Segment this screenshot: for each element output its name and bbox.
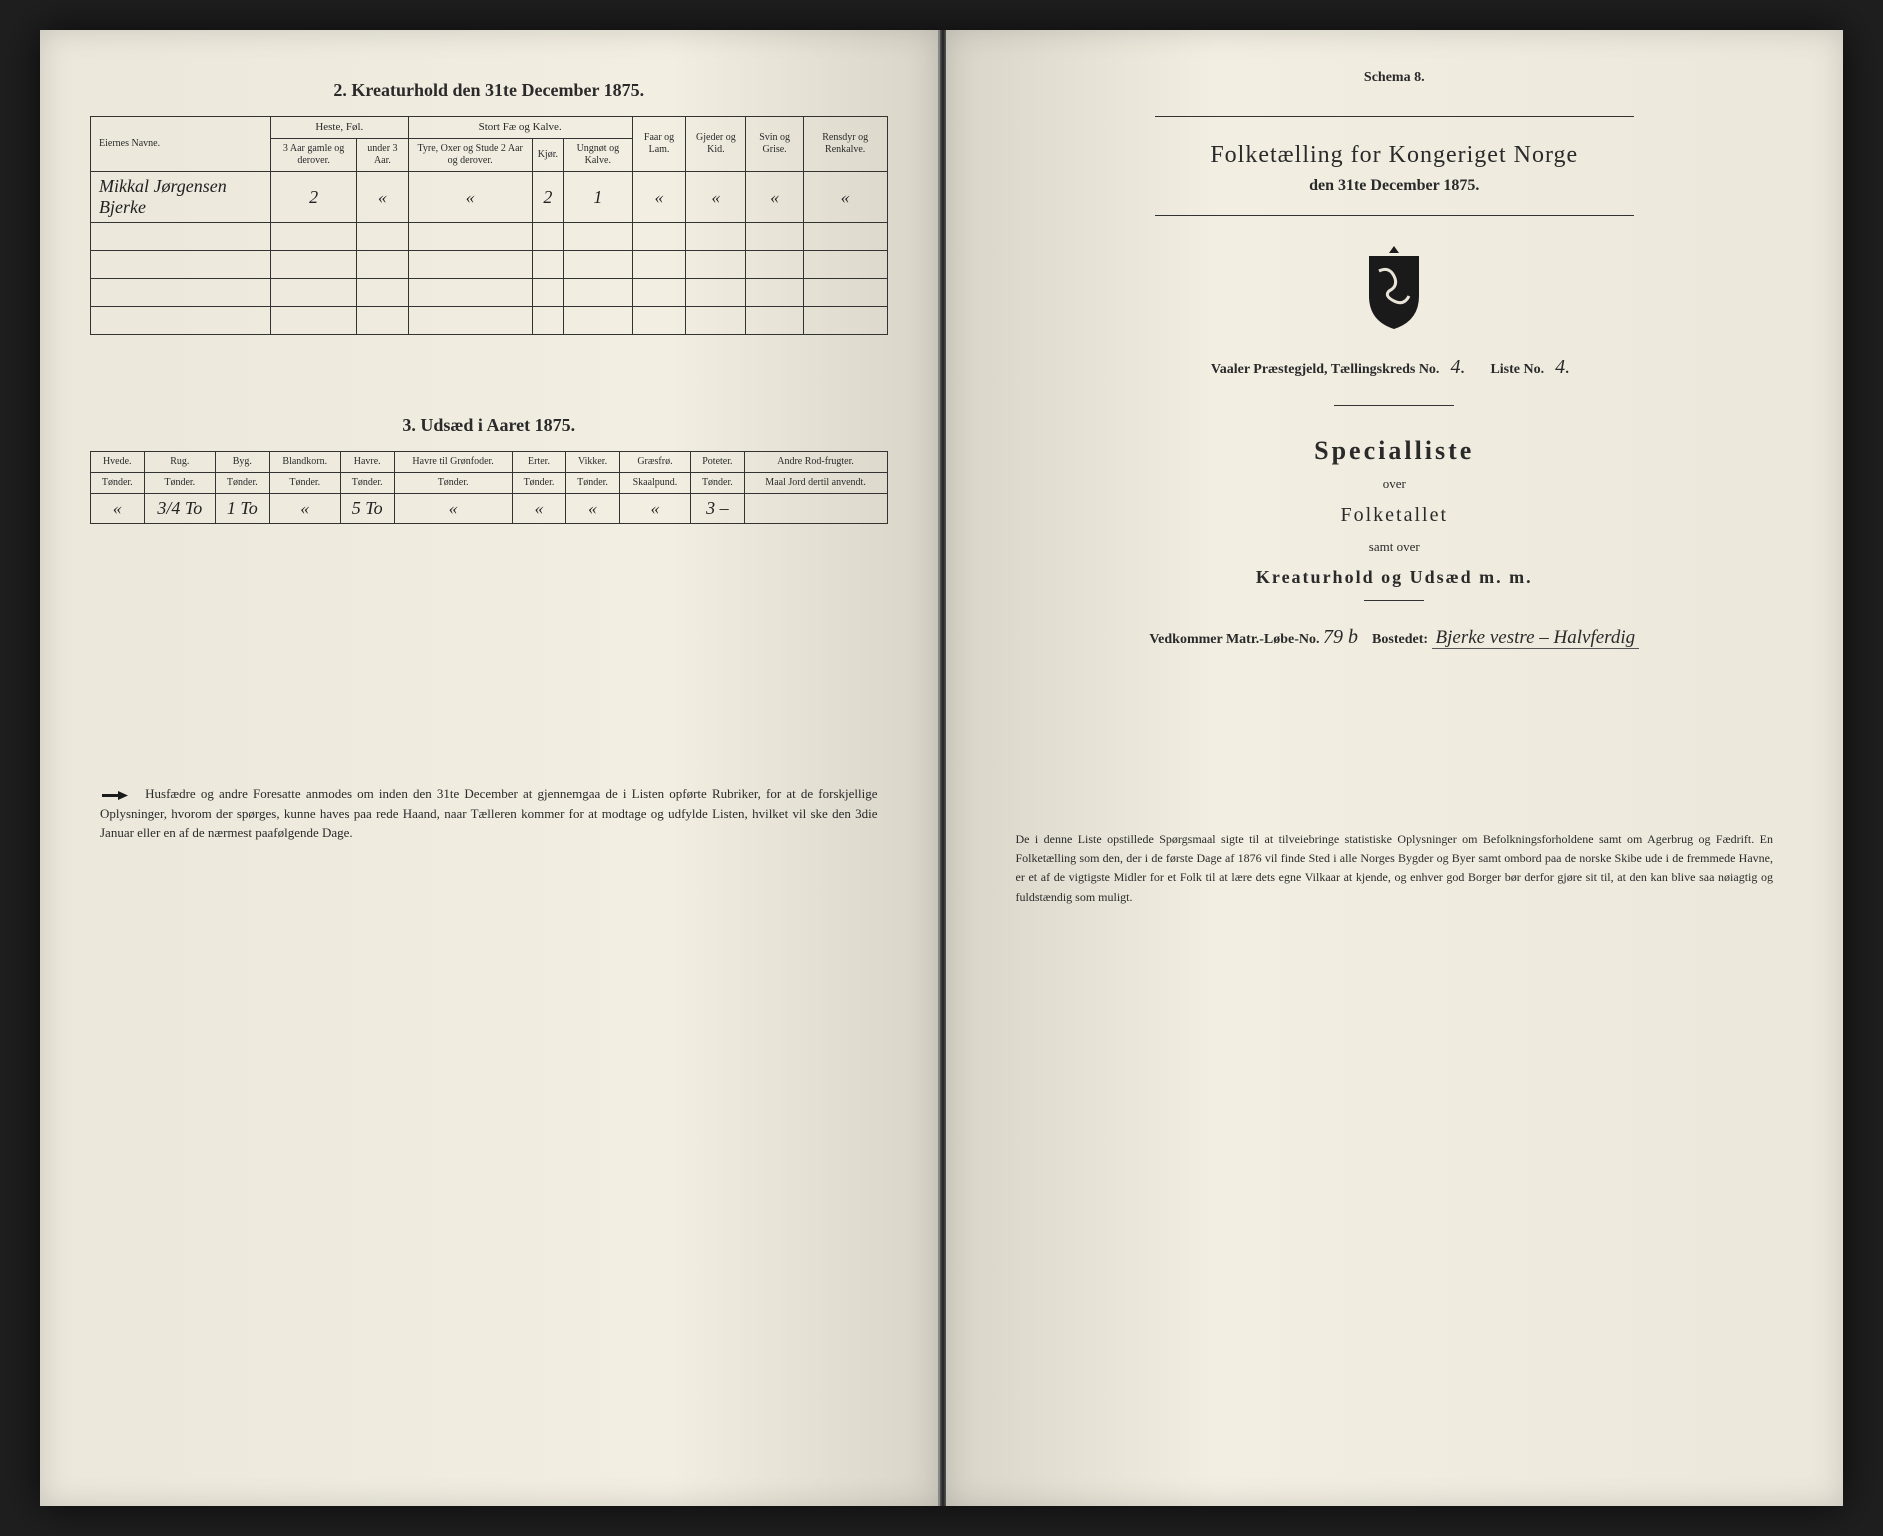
col-poteter: Poteter. [691, 452, 745, 473]
bostedet-value: Bjerke vestre – Halvferdig [1432, 627, 1640, 649]
unit: Tønder. [691, 473, 745, 494]
section2-title: 2. Kreaturhold den 31te December 1875. [90, 80, 888, 101]
census-subtitle: den 31te December 1875. [996, 177, 1794, 195]
col-vikker: Vikker. [566, 452, 620, 473]
cell: « [566, 494, 620, 524]
cell [744, 494, 887, 524]
col-andre: Andre Rod-frugter. [744, 452, 887, 473]
title-rule-bottom [1155, 215, 1634, 216]
livestock-table: Eiernes Navne. Heste, Føl. Stort Fæ og K… [90, 116, 888, 335]
footer-text: Husfædre og andre Foresatte anmodes om i… [100, 786, 878, 840]
unit: Tønder. [91, 473, 145, 494]
cell: 2 [532, 172, 563, 223]
unit: Tønder. [394, 473, 512, 494]
col-kveg-b: Kjør. [532, 139, 563, 172]
schema-label: Schema 8. [996, 70, 1794, 86]
col-havre: Havre. [340, 452, 394, 473]
col-blandkorn: Blandkorn. [269, 452, 340, 473]
divider-tiny [1364, 600, 1424, 601]
table-row-empty [91, 251, 888, 279]
parish-label: Vaaler Præstegjeld, Tællingskreds No. [1211, 362, 1440, 377]
table-row-empty [91, 223, 888, 251]
unit: Maal Jord dertil anvendt. [744, 473, 887, 494]
col-graesfro: Græsfrø. [619, 452, 690, 473]
col-havre-gron: Havre til Grønfoder. [394, 452, 512, 473]
matr-no: 79 b [1323, 626, 1358, 650]
cell: « [803, 172, 887, 223]
col-eier: Eiernes Navne. [91, 117, 271, 172]
cell: « [512, 494, 566, 524]
cell: « [91, 494, 145, 524]
left-footer-note: Husfædre og andre Foresatte anmodes om i… [90, 784, 888, 843]
table-row: « 3/4 To 1 To « 5 To « « « « 3 – [91, 494, 888, 524]
folketallet-heading: Folketallet [996, 504, 1794, 527]
census-title: Folketælling for Kongeriget Norge [996, 142, 1794, 169]
unit: Tønder. [512, 473, 566, 494]
col-erter: Erter. [512, 452, 566, 473]
right-page: Schema 8. Folketælling for Kongeriget No… [946, 30, 1844, 1506]
col-faar: Faar og Lam. [632, 117, 686, 172]
col-kveg-a: Tyre, Oxer og Stude 2 Aar og derover. [408, 139, 532, 172]
matr-label: Vedkommer Matr.-Løbe-No. [1149, 632, 1319, 647]
col-rensdyr: Rensdyr og Renkalve. [803, 117, 887, 172]
cell: 1 [563, 172, 632, 223]
right-footer-note: De i denne Liste opstillede Spørgsmaal s… [996, 830, 1794, 907]
col-svin: Svin og Grise. [746, 117, 803, 172]
table-row-empty [91, 279, 888, 307]
unit: Tønder. [216, 473, 270, 494]
parish-line: Vaaler Præstegjeld, Tællingskreds No. 4.… [996, 356, 1794, 380]
over-text: over [996, 476, 1794, 492]
cell: « [746, 172, 803, 223]
col-hvede: Hvede. [91, 452, 145, 473]
bostedet-label: Bostedet: [1372, 632, 1428, 647]
left-page: 2. Kreaturhold den 31te December 1875. E… [40, 30, 940, 1506]
col-rug: Rug. [144, 452, 216, 473]
matr-line: Vedkommer Matr.-Løbe-No. 79 b Bostedet: … [996, 626, 1794, 650]
table-row: Mikkal Jørgensen Bjerke 2 « « 2 1 « « « … [91, 172, 888, 223]
kreatur-line: Kreaturhold og Udsæd m. m. [996, 567, 1794, 588]
cell-eier: Mikkal Jørgensen Bjerke [91, 172, 271, 223]
unit: Tønder. [144, 473, 216, 494]
table-row-empty [91, 307, 888, 335]
coat-of-arms-icon [1359, 241, 1429, 331]
section3-title: 3. Udsæd i Aaret 1875. [90, 415, 888, 436]
col-byg: Byg. [216, 452, 270, 473]
cell: « [686, 172, 746, 223]
cell: 5 To [340, 494, 394, 524]
unit: Skaalpund. [619, 473, 690, 494]
cell: 3 – [691, 494, 745, 524]
cell: « [408, 172, 532, 223]
kreds-no: 4. [1443, 356, 1473, 380]
cell: « [394, 494, 512, 524]
cell: « [619, 494, 690, 524]
cell: « [357, 172, 408, 223]
divider [1334, 405, 1454, 406]
cell: 1 To [216, 494, 270, 524]
col-heste-a: 3 Aar gamle og derover. [271, 139, 357, 172]
liste-no: 4. [1548, 356, 1578, 380]
unit: Tønder. [566, 473, 620, 494]
pointing-hand-icon [100, 788, 130, 803]
col-gjeder: Gjeder og Kid. [686, 117, 746, 172]
col-group-heste: Heste, Føl. [271, 117, 409, 139]
samt-over-text: samt over [996, 539, 1794, 555]
col-heste-b: under 3 Aar. [357, 139, 408, 172]
cell: « [632, 172, 686, 223]
seed-table: Hvede. Rug. Byg. Blandkorn. Havre. Havre… [90, 451, 888, 524]
unit: Tønder. [340, 473, 394, 494]
cell: 2 [271, 172, 357, 223]
specialliste-heading: Specialliste [996, 436, 1794, 466]
liste-label: Liste No. [1490, 362, 1544, 377]
cell: « [269, 494, 340, 524]
title-rule-top [1155, 116, 1634, 117]
cell: 3/4 To [144, 494, 216, 524]
unit: Tønder. [269, 473, 340, 494]
col-kveg-c: Ungnøt og Kalve. [563, 139, 632, 172]
col-group-kveg: Stort Fæ og Kalve. [408, 117, 632, 139]
